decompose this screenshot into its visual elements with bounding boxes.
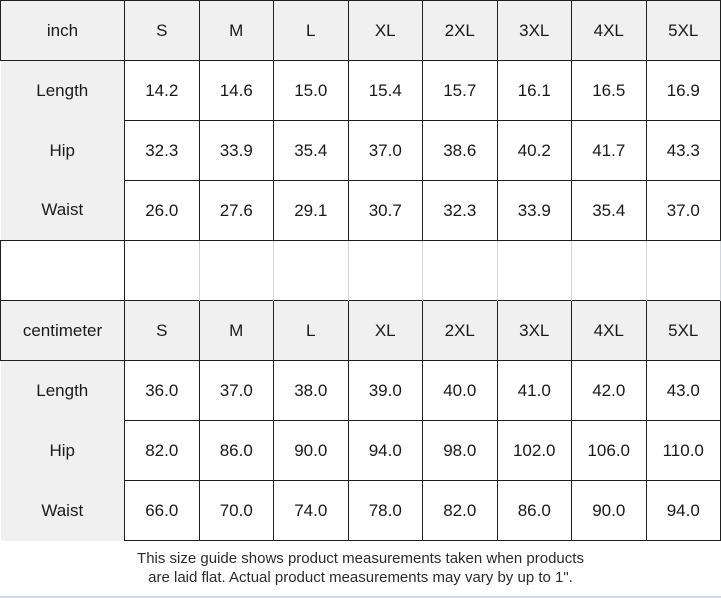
measurement-cell: 37.0 xyxy=(645,180,721,241)
measurement-cell: 43.0 xyxy=(645,360,721,421)
measurement-cell: 41.0 xyxy=(496,360,572,421)
measurement-cell: 90.0 xyxy=(571,480,647,541)
measurement-cell: 15.4 xyxy=(347,60,423,121)
size-header-cell: 4XL xyxy=(571,0,647,61)
row-label-cell: Length xyxy=(0,360,125,421)
measurement-cell: 70.0 xyxy=(198,480,274,541)
size-header-cell: 3XL xyxy=(496,300,572,361)
size-header-cell: M xyxy=(198,300,274,361)
unit-header-cell: centimeter xyxy=(0,300,125,361)
row-label-cell: Waist xyxy=(0,480,125,541)
row-label-cell: Length xyxy=(0,60,125,121)
measurement-cell: 82.0 xyxy=(124,420,200,481)
measurement-cell: 86.0 xyxy=(496,480,572,541)
measurement-cell: 94.0 xyxy=(347,420,423,481)
measurement-cell: 102.0 xyxy=(496,420,572,481)
size-header-cell: M xyxy=(198,0,274,61)
size-header-cell: 2XL xyxy=(422,0,498,61)
row-label-cell: Hip xyxy=(0,420,125,481)
measurement-cell: 106.0 xyxy=(571,420,647,481)
measurement-cell: 41.7 xyxy=(571,120,647,181)
size-header-cell: S xyxy=(124,300,200,361)
measurement-cell: 94.0 xyxy=(645,480,721,541)
size-header-cell: XL xyxy=(347,0,423,61)
measurement-cell: 35.4 xyxy=(571,180,647,241)
measurement-row: Waist 66.0 70.0 74.0 78.0 82.0 86.0 90.0 94.0 xyxy=(0,480,721,541)
spacer-cell xyxy=(198,240,274,301)
measurement-cell: 14.2 xyxy=(124,60,200,121)
spacer-cell xyxy=(422,240,498,301)
measurement-cell: 30.7 xyxy=(347,180,423,241)
measurement-cell: 110.0 xyxy=(645,420,721,481)
measurement-cell: 40.0 xyxy=(422,360,498,421)
spacer-cell xyxy=(571,240,647,301)
note-line-1: This size guide shows product measuremen… xyxy=(137,549,584,567)
size-header-cell: 4XL xyxy=(571,300,647,361)
measurement-cell: 14.6 xyxy=(198,60,274,121)
measurement-cell: 43.3 xyxy=(645,120,721,181)
measurement-cell: 40.2 xyxy=(496,120,572,181)
measurement-cell: 39.0 xyxy=(347,360,423,421)
row-label-cell: Hip xyxy=(0,120,125,181)
unit-header-cell: inch xyxy=(0,0,125,61)
measurement-cell: 33.9 xyxy=(496,180,572,241)
size-header-cell: 5XL xyxy=(645,300,721,361)
measurement-cell: 82.0 xyxy=(422,480,498,541)
spacer-cell xyxy=(124,240,200,301)
spacer-row xyxy=(0,240,721,301)
measurement-cell: 74.0 xyxy=(273,480,349,541)
measurement-cell: 32.3 xyxy=(422,180,498,241)
size-guide-table: inch S M L XL 2XL 3XL 4XL 5XL Length 14.2 14.6 15.0 1… xyxy=(0,0,721,541)
measurement-cell: 86.0 xyxy=(198,420,274,481)
measurement-cell: 38.6 xyxy=(422,120,498,181)
measurement-cell: 16.9 xyxy=(645,60,721,121)
size-header-cell: 3XL xyxy=(496,0,572,61)
size-header-cell: S xyxy=(124,0,200,61)
size-header-cell: 2XL xyxy=(422,300,498,361)
size-header-cell: L xyxy=(273,300,349,361)
measurement-cell: 98.0 xyxy=(422,420,498,481)
measurement-row: Waist 26.0 27.6 29.1 30.7 32.3 33.9 35.4 37.0 xyxy=(0,180,721,241)
spacer-cell xyxy=(273,240,349,301)
measurement-cell: 26.0 xyxy=(124,180,200,241)
measurement-cell: 37.0 xyxy=(198,360,274,421)
size-header-cell: L xyxy=(273,0,349,61)
measurement-cell: 37.0 xyxy=(347,120,423,181)
measurement-cell: 42.0 xyxy=(571,360,647,421)
measurement-row: Hip 32.3 33.9 35.4 37.0 38.6 40.2 41.7 43.3 xyxy=(0,120,721,181)
measurement-cell: 27.6 xyxy=(198,180,274,241)
size-guide-note: This size guide shows product measuremen… xyxy=(0,541,721,596)
spacer-label-cell xyxy=(0,240,125,301)
spacer-cell xyxy=(496,240,572,301)
measurement-row: Length 14.2 14.6 15.0 15.4 15.7 16.1 16.5 16.9 xyxy=(0,60,721,121)
measurement-cell: 36.0 xyxy=(124,360,200,421)
spacer-cell xyxy=(645,240,721,301)
measurement-cell: 15.0 xyxy=(273,60,349,121)
measurement-cell: 29.1 xyxy=(273,180,349,241)
measurement-row: Hip 82.0 86.0 90.0 94.0 98.0 102.0 106.0 110.0 xyxy=(0,420,721,481)
measurement-cell: 90.0 xyxy=(273,420,349,481)
measurement-cell: 66.0 xyxy=(124,480,200,541)
measurement-cell: 15.7 xyxy=(422,60,498,121)
measurement-cell: 35.4 xyxy=(273,120,349,181)
measurement-cell: 33.9 xyxy=(198,120,274,181)
size-header-cell: XL xyxy=(347,300,423,361)
row-label-cell: Waist xyxy=(0,180,125,241)
size-guide-table-body: inch S M L XL 2XL 3XL 4XL 5XL Length 14.2 14.6 15.0 1… xyxy=(0,0,721,541)
measurement-cell: 38.0 xyxy=(273,360,349,421)
spacer-cell xyxy=(347,240,423,301)
size-header-cell: 5XL xyxy=(645,0,721,61)
note-line-2: are laid flat. Actual product measuremen… xyxy=(148,568,573,586)
unit-header-row: centimeter S M L XL 2XL 3XL 4XL 5XL xyxy=(0,300,721,361)
unit-header-row: inch S M L XL 2XL 3XL 4XL 5XL xyxy=(0,0,721,61)
measurement-cell: 16.5 xyxy=(571,60,647,121)
measurement-cell: 32.3 xyxy=(124,120,200,181)
measurement-cell: 78.0 xyxy=(347,480,423,541)
measurement-cell: 16.1 xyxy=(496,60,572,121)
measurement-row: Length 36.0 37.0 38.0 39.0 40.0 41.0 42.0 43.0 xyxy=(0,360,721,421)
